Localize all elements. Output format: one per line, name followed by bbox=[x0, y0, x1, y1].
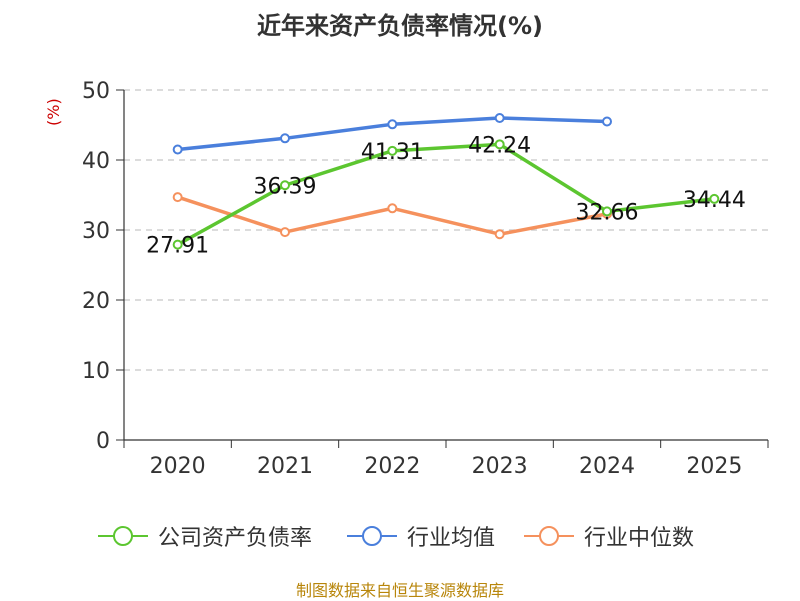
data-point-1 bbox=[602, 116, 612, 127]
legend-label-industry-mean: 行业均值 bbox=[407, 526, 496, 551]
y-tick-label: 30 bbox=[82, 219, 110, 244]
legend-marker-industry-median bbox=[524, 526, 574, 546]
y-tick-label: 20 bbox=[82, 289, 110, 314]
legend-item-company[interactable]: 公司资产负债率 bbox=[98, 518, 312, 554]
chart-title: 近年来资产负债率情况(%) bbox=[257, 12, 543, 40]
data-label: 32.66 bbox=[576, 200, 639, 225]
data-point-0 bbox=[494, 139, 505, 150]
legend-item-industry-median[interactable]: 行业中位数 bbox=[524, 518, 694, 554]
data-label: 34.44 bbox=[683, 188, 746, 213]
data-point-2 bbox=[280, 227, 290, 238]
series-line-2 bbox=[177, 195, 608, 236]
source-note: 制图数据来自恒生聚源数据库 bbox=[295, 581, 504, 600]
chart-legend: 公司资产负债率 行业均值 行业中位数 bbox=[0, 518, 800, 554]
data-point-1 bbox=[280, 133, 290, 144]
y-tick-label: 0 bbox=[96, 429, 110, 454]
y-tick-label: 40 bbox=[82, 149, 110, 174]
data-point-0 bbox=[709, 193, 720, 204]
legend-label-industry-median: 行业中位数 bbox=[584, 526, 695, 551]
data-point-2 bbox=[494, 229, 505, 240]
data-point-1 bbox=[387, 119, 398, 130]
data-label: 42.24 bbox=[468, 133, 531, 158]
data-point-0 bbox=[602, 206, 612, 217]
data-point-0 bbox=[172, 239, 183, 250]
x-tick-label: 2021 bbox=[257, 454, 313, 479]
x-tick-label: 2025 bbox=[686, 454, 742, 479]
data-point-0 bbox=[280, 180, 290, 191]
x-tick-label: 2023 bbox=[472, 454, 528, 479]
series-line-0 bbox=[176, 142, 715, 247]
data-point-1 bbox=[172, 144, 183, 155]
data-point-0 bbox=[387, 145, 398, 156]
y-tick-label: 10 bbox=[82, 359, 110, 384]
data-point-1 bbox=[494, 113, 505, 123]
data-label: 36.39 bbox=[254, 174, 317, 199]
legend-marker-company bbox=[98, 526, 148, 546]
data-label: 27.91 bbox=[146, 234, 209, 259]
x-tick-label: 2022 bbox=[364, 454, 420, 479]
legend-label-company: 公司资产负债率 bbox=[158, 526, 313, 551]
data-point-2 bbox=[172, 192, 183, 203]
legend-marker-industry-mean bbox=[347, 526, 397, 546]
legend-item-industry-mean[interactable]: 行业均值 bbox=[347, 518, 495, 554]
data-point-2 bbox=[387, 203, 398, 214]
x-tick-label: 2024 bbox=[579, 454, 635, 479]
data-label: 41.31 bbox=[361, 140, 424, 165]
y-tick-label: 50 bbox=[82, 79, 110, 104]
x-tick-label: 2020 bbox=[150, 454, 206, 479]
